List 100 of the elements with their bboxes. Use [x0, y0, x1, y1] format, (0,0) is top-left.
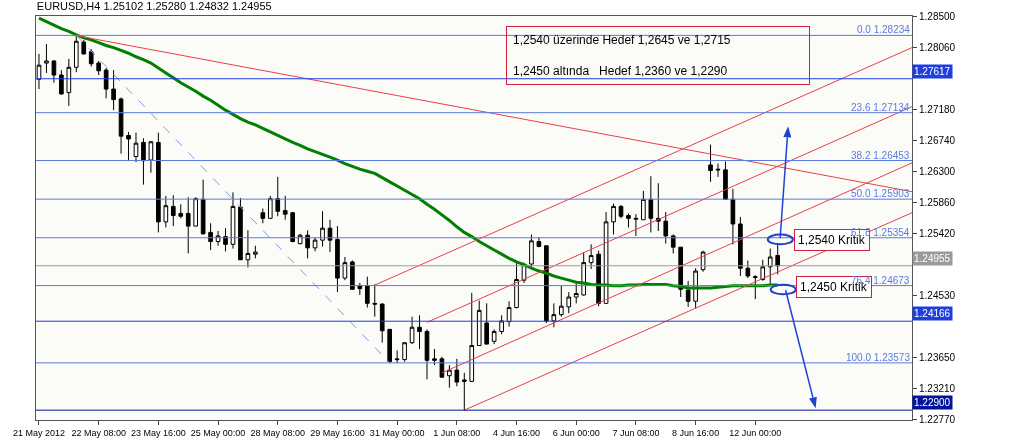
candlestick — [118, 97, 124, 155]
candlestick — [260, 208, 266, 224]
candlestick — [88, 48, 94, 68]
candlestick — [476, 300, 482, 347]
candlestick — [641, 190, 646, 221]
candlestick — [558, 285, 564, 318]
candlestick — [752, 274, 758, 300]
candlestick — [81, 39, 87, 56]
candlestick — [245, 229, 251, 269]
candlestick — [723, 160, 728, 200]
candlestick — [305, 229, 310, 259]
candlestick — [514, 262, 519, 309]
candlestick — [536, 236, 542, 248]
candlestick — [499, 314, 504, 335]
candlestick — [633, 213, 639, 237]
candlestick — [529, 234, 534, 268]
ref-line-label: 1.24955 — [914, 253, 951, 264]
y-tick-label: 1.27180 — [919, 103, 956, 115]
candlestick — [163, 195, 169, 228]
candlestick — [402, 342, 407, 363]
candlestick — [44, 43, 49, 74]
candlestick — [738, 216, 743, 277]
candlestick — [775, 242, 781, 275]
candlestick — [364, 276, 370, 309]
candlestick — [506, 300, 512, 328]
x-tick-label: 8 Jun 16:00 — [672, 427, 720, 438]
x-tick-label: 21 May 2012 — [12, 427, 65, 438]
candlestick — [767, 248, 773, 285]
candlestick — [469, 292, 475, 383]
annotation: 100.0 1.23573 — [846, 352, 911, 363]
candlestick — [126, 131, 131, 162]
candlestick — [648, 175, 654, 233]
candlestick — [730, 188, 736, 245]
candlestick — [148, 140, 154, 174]
candlestick — [170, 194, 176, 227]
x-tick-label: 6 Jun 00:00 — [552, 427, 600, 438]
candlestick — [663, 211, 669, 245]
candlestick — [223, 227, 228, 252]
candlestick — [178, 203, 184, 219]
candlestick — [417, 314, 422, 350]
y-tick-label: 1.24530 — [919, 290, 956, 302]
x-tick-label: 29 May 16:00 — [310, 427, 365, 438]
candlestick — [715, 163, 721, 178]
candlestick — [335, 225, 340, 293]
candlestick — [156, 132, 161, 233]
candlestick — [320, 210, 325, 247]
candlestick — [655, 182, 661, 232]
candlestick — [379, 302, 385, 344]
candlestick — [59, 69, 64, 96]
candlestick — [745, 260, 751, 279]
candlestick — [551, 302, 557, 328]
candlestick — [73, 35, 79, 73]
candlestick — [327, 219, 333, 253]
y-tick-label: 1.28060 — [919, 42, 956, 54]
candlestick — [141, 137, 146, 186]
candlestick — [372, 283, 378, 318]
candlestick — [282, 195, 288, 221]
candlestick — [111, 69, 116, 111]
candlestick — [394, 349, 400, 364]
candlestick — [618, 204, 624, 219]
candlestick — [409, 316, 415, 345]
candlestick — [461, 372, 467, 411]
y-tick-label: 1.25860 — [919, 196, 956, 208]
candlestick — [133, 132, 139, 163]
candlestick — [350, 260, 355, 290]
candlestick — [387, 328, 393, 364]
candlestick — [103, 67, 109, 99]
chart-title: EURUSD,H4 1.25102 1.25280 1.24832 1.24955 — [36, 0, 272, 12]
ref-line-label: 1.24166 — [914, 308, 951, 319]
candlestick — [611, 203, 616, 236]
candlestick — [312, 236, 318, 252]
candlestick — [297, 233, 303, 245]
candlestick — [185, 196, 191, 254]
x-tick-label: 25 May 00:00 — [190, 427, 246, 438]
candlestick — [51, 59, 57, 84]
y-tick-label: 1.28500 — [919, 11, 956, 23]
candlestick — [491, 328, 497, 345]
candlestick — [708, 144, 713, 183]
candlestick — [253, 245, 258, 259]
x-tick-label: 31 May 00:00 — [369, 427, 425, 438]
ref-line-label: 1.22900 — [914, 397, 951, 408]
y-tick-label: 1.23650 — [919, 351, 956, 363]
candlestick — [357, 282, 363, 296]
candlestick — [238, 197, 243, 261]
candlestick — [447, 364, 452, 389]
candlestick — [275, 176, 281, 217]
candlestick — [454, 358, 460, 387]
candlestick — [230, 191, 236, 250]
candlestick — [484, 302, 490, 345]
candlestick — [267, 195, 273, 220]
candlestick — [66, 58, 72, 107]
annotation: 1,2450 altında Hedef 1,2360 ve 1,2290 — [513, 64, 728, 79]
x-tick-label: 12 Jun 00:00 — [729, 427, 782, 438]
candlestick — [208, 222, 213, 251]
candlestick — [544, 245, 549, 324]
x-tick-label: 23 May 16:00 — [131, 427, 186, 438]
annotation: 1,2540 üzerinde Hedef 1,2645 ve 1,2715 — [513, 33, 731, 47]
annotation: 50.0 1.25903 — [851, 188, 910, 199]
candlestick — [432, 348, 437, 366]
x-tick-label: 1 Jun 08:00 — [433, 427, 481, 438]
